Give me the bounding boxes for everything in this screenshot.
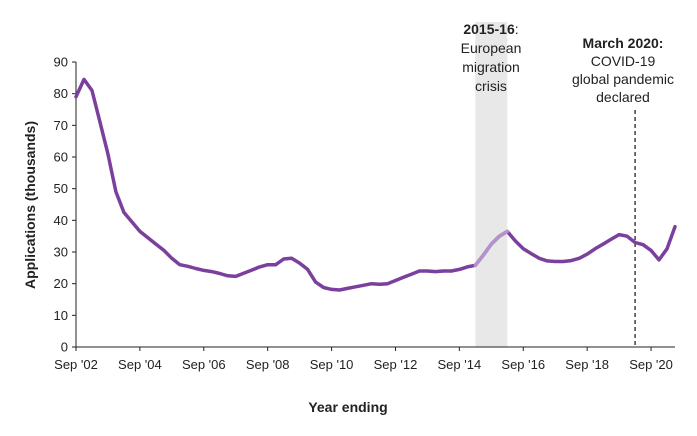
- y-tick-label: 80: [54, 86, 68, 101]
- annotation-crisis-title: 2015-16: [463, 21, 515, 37]
- annotation-covid-line: declared: [596, 89, 650, 105]
- x-axis: Sep '02 Sep '04 Sep '06 Sep '08 Sep '10 Sep '…: [54, 346, 675, 372]
- annotation-crisis-colon: :: [515, 21, 519, 37]
- series-layer: [74, 77, 677, 292]
- applications-series-line: [74, 77, 677, 292]
- y-tick-label: 90: [54, 55, 68, 70]
- x-tick-label: Sep '04: [118, 357, 162, 372]
- annotation-covid-line: COVID-19: [591, 53, 656, 69]
- annotation-crisis-line: European: [461, 40, 522, 56]
- x-axis-label: Year ending: [308, 399, 387, 415]
- annotation-covid-line: global pandemic: [572, 71, 674, 87]
- svg-text:2015-16:: 2015-16:: [463, 21, 518, 37]
- y-axis: 0 10 20 30 40 50 60 70 80 90: [54, 55, 77, 355]
- y-tick-label: 70: [54, 118, 68, 133]
- x-tick-label: Sep '08: [246, 357, 290, 372]
- x-tick-label: Sep '02: [54, 357, 98, 372]
- x-tick-label: Sep '16: [501, 357, 545, 372]
- crisis-shaded-band: [475, 22, 508, 347]
- y-tick-label: 10: [54, 308, 68, 323]
- y-tick-label: 20: [54, 276, 68, 291]
- y-tick-label: 30: [54, 245, 68, 260]
- y-tick-label: 50: [54, 181, 68, 196]
- annotation-covid-title: March 2020:: [583, 35, 664, 51]
- annotation-covid: March 2020: COVID-19 global pandemic dec…: [572, 35, 674, 105]
- annotation-crisis-line: crisis: [475, 78, 507, 94]
- y-tick-label: 40: [54, 213, 68, 228]
- annotation-crisis-line: migration: [462, 59, 520, 75]
- x-tick-label: Sep '18: [565, 357, 609, 372]
- y-tick-label: 60: [54, 150, 68, 165]
- x-tick-label: Sep '10: [310, 357, 354, 372]
- y-axis-label: Applications (thousands): [22, 121, 38, 289]
- annotation-crisis: 2015-16: European migration crisis: [461, 21, 522, 94]
- crisis-highlight-segment: [473, 229, 510, 268]
- y-tick-label: 0: [61, 340, 68, 355]
- x-tick-label: Sep '20: [629, 357, 673, 372]
- x-tick-label: Sep '12: [374, 357, 418, 372]
- x-tick-label: Sep '06: [182, 357, 226, 372]
- x-tick-label: Sep '14: [438, 357, 482, 372]
